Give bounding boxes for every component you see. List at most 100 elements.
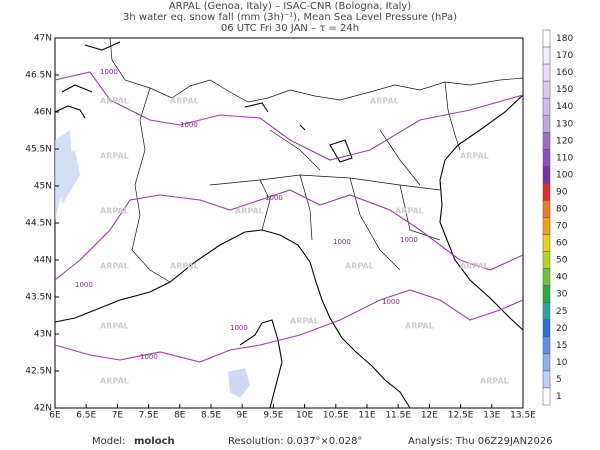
- coastline: [54, 229, 411, 409]
- lat-label: 43N: [34, 330, 52, 340]
- watermark: ARPAL: [100, 97, 129, 106]
- lon-label: 7E: [112, 411, 124, 421]
- isobar: [54, 71, 524, 161]
- colorbar-swatch: [542, 370, 551, 389]
- border: [109, 37, 524, 103]
- isobar-label: 1000: [75, 281, 93, 289]
- watermark: ARPAL: [100, 322, 129, 331]
- watermark: ARPAL: [100, 207, 129, 216]
- colorbar-label: 140: [556, 102, 573, 112]
- colorbar-label: 170: [556, 51, 573, 61]
- footer-label: Analysis: Thu 06Z29JAN2026: [408, 436, 553, 447]
- lon-label: 13.5E: [510, 411, 536, 421]
- colorbar-swatch: [542, 149, 551, 167]
- colorbar-swatch: [542, 251, 551, 269]
- colorbar-label: 30: [556, 290, 568, 300]
- colorbar-swatch: [542, 387, 551, 406]
- lon-label: 9E: [236, 411, 248, 421]
- colorbar-swatch: [542, 336, 551, 355]
- lon-label: 8.5E: [201, 411, 221, 421]
- watermark: ARPAL: [370, 97, 399, 106]
- colorbar-swatch: [542, 183, 551, 201]
- lon-label: 12.5E: [448, 411, 474, 421]
- colorbar-swatch: [542, 80, 551, 99]
- lat-label: 44N: [34, 256, 52, 266]
- watermark: ARPAL: [395, 207, 424, 216]
- lon-label: 10E: [296, 411, 313, 421]
- lat-label: 46N: [34, 108, 52, 118]
- snow-area: [55, 130, 80, 220]
- lon-label: 11E: [358, 411, 375, 421]
- colorbar-label: 1: [556, 392, 562, 402]
- colorbar-swatch: [542, 319, 551, 338]
- colorbar-label: 20: [556, 324, 568, 334]
- lat-label: 43.5N: [25, 293, 52, 303]
- region-border: [209, 81, 461, 271]
- colorbar-swatch: [542, 268, 551, 286]
- colorbar-swatch: [542, 217, 551, 235]
- lon-label: 13E: [483, 411, 500, 421]
- watermark: ARPAL: [170, 97, 199, 106]
- colorbar-swatch: [542, 353, 551, 372]
- colorbar-label: 130: [556, 119, 573, 129]
- colorbar: 1801701601501401301201101009080706050403…: [542, 29, 573, 406]
- colorbar-label: 100: [556, 170, 573, 180]
- lake: [54, 41, 353, 163]
- coastline: [239, 319, 283, 409]
- lon-label: 6E: [49, 411, 61, 421]
- colorbar-label: 5: [556, 375, 562, 385]
- lon-label: 9.5E: [263, 411, 283, 421]
- colorbar-swatch: [542, 132, 551, 150]
- header-line: 06 UTC Fri 30 JAN – τ = 24h: [221, 23, 359, 34]
- colorbar-label: 80: [556, 204, 568, 214]
- footer: Model: moloch Resolution: 0.037°×0.028° …: [92, 436, 553, 447]
- isobar-label: 1000: [400, 236, 418, 244]
- isobar: [54, 189, 524, 281]
- colorbar-swatch: [542, 302, 551, 321]
- colorbar-label: 70: [556, 222, 568, 232]
- colorbar-swatch: [542, 200, 551, 218]
- watermark: ARPAL: [235, 207, 264, 216]
- colorbar-swatch: [542, 166, 551, 184]
- colorbar-label: 15: [556, 341, 567, 351]
- watermark: ARPAL: [290, 317, 319, 326]
- colorbar-label: 110: [556, 153, 573, 163]
- colorbar-swatch: [542, 63, 551, 82]
- colorbar-label: 25: [556, 307, 567, 317]
- lat-label: 46.5N: [25, 71, 52, 81]
- header-line: 3h water eq. snow fall (mm (3h)⁻¹), Mean…: [123, 12, 457, 23]
- header-line: ARPAL (Genoa, Italy) – ISAC-CNR (Bologna…: [169, 1, 411, 12]
- lat-label: 45N: [34, 182, 52, 192]
- colorbar-label: 10: [556, 358, 568, 368]
- colorbar-label: 180: [556, 34, 573, 44]
- lon-label: 11.5E: [385, 411, 411, 421]
- colorbar-label: 150: [556, 85, 573, 95]
- watermark: ARPAL: [460, 262, 489, 271]
- lon-label: 12E: [421, 411, 438, 421]
- lon-label: 10.5E: [323, 411, 349, 421]
- map-frame: [54, 37, 524, 409]
- isobar-label: 1000: [230, 324, 248, 332]
- watermark: ARPAL: [170, 262, 199, 271]
- lon-label: 6.5E: [76, 411, 96, 421]
- watermark: ARPAL: [460, 152, 489, 161]
- snow-area: [228, 368, 250, 398]
- watermark: ARPAL: [405, 322, 434, 331]
- watermark: ARPAL: [480, 377, 509, 386]
- lon-label: 8E: [174, 411, 186, 421]
- isobar-label: 1000: [100, 68, 118, 76]
- colorbar-label: 50: [556, 256, 568, 266]
- lat-label: 42.5N: [25, 367, 52, 377]
- isobar-label: 1000: [333, 238, 351, 246]
- isobar-label: 1000: [265, 194, 283, 202]
- lon-label: 7.5E: [139, 411, 159, 421]
- coastline: [439, 94, 524, 331]
- isobar: [54, 289, 524, 363]
- watermark: ARPAL: [100, 262, 129, 271]
- colorbar-swatch: [542, 234, 551, 252]
- watermark: ARPAL: [100, 377, 129, 386]
- colorbar-label: 60: [556, 239, 568, 249]
- footer-value: moloch: [134, 436, 175, 447]
